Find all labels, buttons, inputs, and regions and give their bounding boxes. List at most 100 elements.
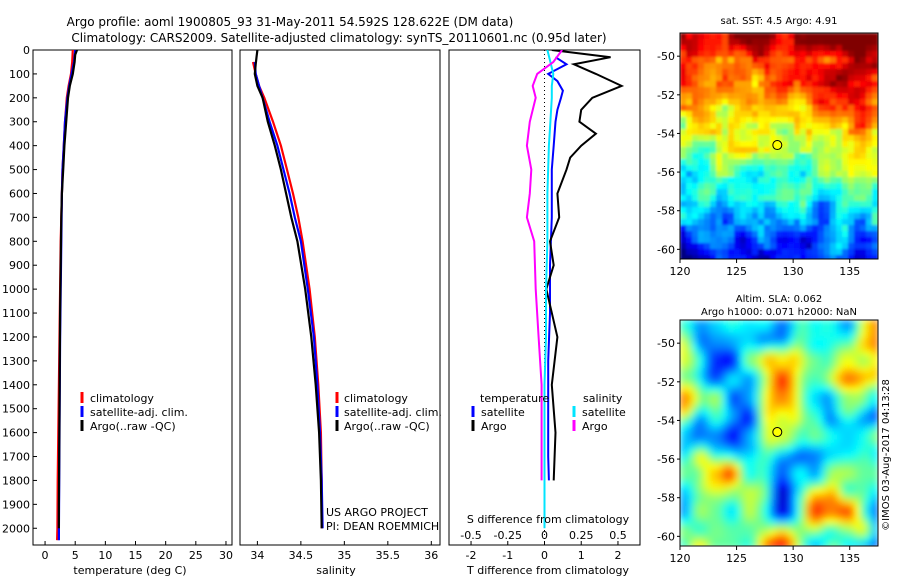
salinity-legend: climatology satellite-adj. clim. Argo(..… (335, 392, 442, 433)
temperature-legend: climatology satellite-adj. clim. Argo(..… (80, 392, 188, 433)
argo-float-marker (772, 140, 783, 151)
y-tick-label: 1500 (2, 403, 30, 416)
legend-label-s-satellite: satellite (582, 406, 626, 419)
y-tick-label: 0 (23, 44, 30, 57)
sst-map-frame (679, 32, 879, 260)
x-tick-label: 35.5 (376, 549, 401, 562)
lat-tick-label: -50 (657, 337, 675, 350)
s-tick-label: -0.5 (460, 529, 481, 542)
series-line-salinity-argo (525, 50, 563, 481)
s-tick-label: -0.25 (494, 529, 522, 542)
lon-tick-label: 130 (783, 265, 804, 278)
x-tick-label: 35 (337, 549, 351, 562)
x-tick-label: 0 (42, 549, 49, 562)
legend-label-s-argo: Argo (582, 420, 608, 433)
lat-tick-label: -52 (657, 376, 675, 389)
y-tick-label: 800 (9, 235, 30, 248)
lat-tick-label: -52 (657, 89, 675, 102)
sla-map-frame (679, 319, 879, 547)
legend-label-satellite: satellite-adj. clim. (90, 406, 188, 419)
x-tick-label: -1 (502, 549, 513, 562)
legend-label-argo: Argo(..raw -QC) (344, 420, 430, 433)
x-tick-label: 1 (578, 549, 585, 562)
y-tick-label: 1900 (2, 498, 30, 511)
lat-tick-label: -50 (657, 50, 675, 63)
x-tick-label: 2 (614, 549, 621, 562)
header-line-2: Climatology: CARS2009. Satellite-adjuste… (71, 31, 606, 45)
y-tick-label: 1700 (2, 451, 30, 464)
y-tick-label: 1600 (2, 427, 30, 440)
x-tick-label: 36 (424, 549, 438, 562)
lon-tick-label: 130 (783, 552, 804, 565)
x-tick-label: 34.5 (289, 549, 314, 562)
y-tick-label: 1000 (2, 283, 30, 296)
temperature-xlabel: temperature (deg C) (73, 564, 186, 577)
legend-label-t-satellite: satellite (481, 406, 525, 419)
x-tick-label: 30 (219, 549, 233, 562)
y-tick-label: 1100 (2, 307, 30, 320)
x-tick-label: 0 (541, 549, 548, 562)
y-tick-label: 2000 (2, 522, 30, 535)
y-tick-label: 300 (9, 116, 30, 129)
lon-tick-label: 120 (670, 552, 691, 565)
x-tick-label: 25 (189, 549, 203, 562)
legend-title-salinity: salinity (583, 392, 623, 405)
map-field (680, 33, 878, 259)
lat-tick-label: -58 (657, 492, 675, 505)
sst-map-title: sat. SST: 4.5 Argo: 4.91 (720, 16, 837, 27)
sla-map-subtitle: Argo h1000: 0.071 h2000: NaN (701, 307, 857, 318)
lat-tick-label: -54 (657, 127, 675, 140)
x-tick-label: -2 (466, 549, 477, 562)
salinity-plot: 34 34.5 35 35.5 36 (250, 50, 438, 562)
pi-credit: PI: DEAN ROEMMICH (326, 520, 439, 533)
legend-label-satellite: satellite-adj. clim. (344, 406, 442, 419)
t-difference-xlabel: T difference from climatology (466, 564, 629, 577)
argo-float-marker (772, 427, 783, 438)
y-tick-label: 1400 (2, 379, 30, 392)
lat-tick-label: -60 (657, 243, 675, 256)
x-tick-label: 5 (72, 549, 79, 562)
lon-tick-label: 120 (670, 265, 691, 278)
series-line-temperature-argo (545, 50, 625, 481)
x-tick-label: 10 (98, 549, 112, 562)
series-line-salinity-satellite (543, 50, 555, 529)
header-line-1: Argo profile: aoml 1900805_93 31-May-201… (67, 15, 514, 29)
x-tick-label: 20 (159, 549, 173, 562)
imos-credit: ©IMOS 03-Aug-2017 04:13:28 (881, 379, 892, 531)
legend-label-climatology: climatology (90, 392, 154, 405)
s-difference-label: S difference from climatology (467, 513, 630, 526)
lat-tick-label: -56 (657, 453, 675, 466)
temperature-plot-frame (32, 49, 233, 546)
y-tick-label: 500 (9, 164, 30, 177)
y-tick-label: 1300 (2, 355, 30, 368)
y-tick-label: 600 (9, 187, 30, 200)
series-line-argo-raw-qc- (57, 50, 79, 529)
lon-tick-label: 125 (726, 265, 747, 278)
lat-tick-label: -60 (657, 530, 675, 543)
legend-label-t-argo: Argo (481, 420, 507, 433)
y-tick-label: 700 (9, 211, 30, 224)
y-tick-label: 900 (9, 259, 30, 272)
difference-legend: temperature salinity satellite Argo sate… (471, 392, 626, 433)
series-line-argo-raw-qc- (253, 50, 323, 529)
x-tick-label: 34 (250, 549, 264, 562)
y-tick-label: 1800 (2, 474, 30, 487)
salinity-xlabel: salinity (316, 564, 356, 577)
lon-tick-label: 125 (726, 552, 747, 565)
legend-label-climatology: climatology (344, 392, 408, 405)
legend-title-temperature: temperature (480, 392, 549, 405)
lon-tick-label: 135 (839, 265, 860, 278)
x-tick-label: 15 (129, 549, 143, 562)
sla-map-title: Altim. SLA: 0.062 (736, 294, 822, 305)
difference-plot: -2 -1 0 1 2 -0.5 -0.25 0 0.25 0.5 (460, 50, 627, 562)
y-tick-label: 400 (9, 140, 30, 153)
s-tick-label: 0.5 (609, 529, 627, 542)
s-tick-label: 0 (541, 529, 548, 542)
s-tick-label: 0.25 (569, 529, 594, 542)
legend-label-argo: Argo(..raw -QC) (90, 420, 176, 433)
lat-tick-label: -54 (657, 414, 675, 427)
y-tick-label: 100 (9, 68, 30, 81)
series-line-temperature-satellite (546, 56, 569, 481)
y-tick-label: 200 (9, 92, 30, 105)
